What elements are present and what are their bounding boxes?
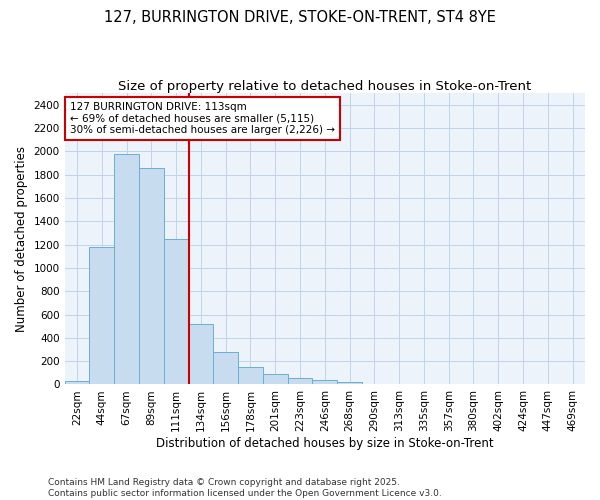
Text: Contains HM Land Registry data © Crown copyright and database right 2025.
Contai: Contains HM Land Registry data © Crown c… [48,478,442,498]
Text: 127, BURRINGTON DRIVE, STOKE-ON-TRENT, ST4 8YE: 127, BURRINGTON DRIVE, STOKE-ON-TRENT, S… [104,10,496,25]
Bar [139,168,164,384]
Bar [287,378,313,384]
X-axis label: Distribution of detached houses by size in Stoke-on-Trent: Distribution of detached houses by size … [156,437,494,450]
Bar [164,240,188,384]
Bar [114,154,139,384]
Bar [337,382,362,384]
Text: 127 BURRINGTON DRIVE: 113sqm
← 69% of detached houses are smaller (5,115)
30% of: 127 BURRINGTON DRIVE: 113sqm ← 69% of de… [70,102,335,135]
Bar [313,380,337,384]
Bar [89,248,114,384]
Bar [263,374,287,384]
Title: Size of property relative to detached houses in Stoke-on-Trent: Size of property relative to detached ho… [118,80,532,93]
Bar [214,352,238,384]
Bar [65,381,89,384]
Bar [238,367,263,384]
Bar [188,324,214,384]
Y-axis label: Number of detached properties: Number of detached properties [15,146,28,332]
